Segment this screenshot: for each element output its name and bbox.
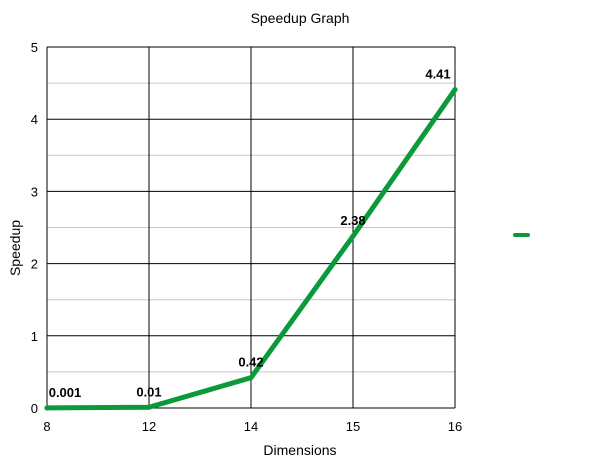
data-label: 0.42 xyxy=(238,355,263,370)
y-tick-label: 0 xyxy=(31,401,38,416)
x-axis-ticks: 8 12 14 15 16 xyxy=(43,419,462,434)
y-tick-label: 1 xyxy=(31,329,38,344)
data-point xyxy=(44,405,50,411)
y-tick-label: 2 xyxy=(31,257,38,272)
x-tick-label: 15 xyxy=(346,419,360,434)
data-label: 0.01 xyxy=(136,384,161,399)
x-tick-label: 14 xyxy=(244,419,258,434)
y-tick-label: 4 xyxy=(31,112,38,127)
chart-title: Speedup Graph xyxy=(251,10,350,26)
data-point xyxy=(146,404,152,410)
data-label: 2.38 xyxy=(340,213,365,228)
x-tick-label: 16 xyxy=(448,419,462,434)
data-point xyxy=(452,87,458,93)
x-tick-label: 12 xyxy=(142,419,156,434)
x-axis-label: Dimensions xyxy=(263,442,336,458)
y-tick-label: 5 xyxy=(31,40,38,55)
data-label: 0.001 xyxy=(49,385,82,400)
data-point xyxy=(248,375,254,381)
x-tick-label: 8 xyxy=(43,419,50,434)
chart-series xyxy=(44,87,458,411)
data-labels: 0.001 0.01 0.42 2.38 4.41 xyxy=(49,67,451,400)
data-point xyxy=(350,233,356,239)
y-tick-label: 3 xyxy=(31,184,38,199)
data-label: 4.41 xyxy=(425,67,450,82)
y-axis-label: Speedup xyxy=(7,220,23,276)
y-axis-ticks: 0 1 2 3 4 5 xyxy=(31,40,38,416)
